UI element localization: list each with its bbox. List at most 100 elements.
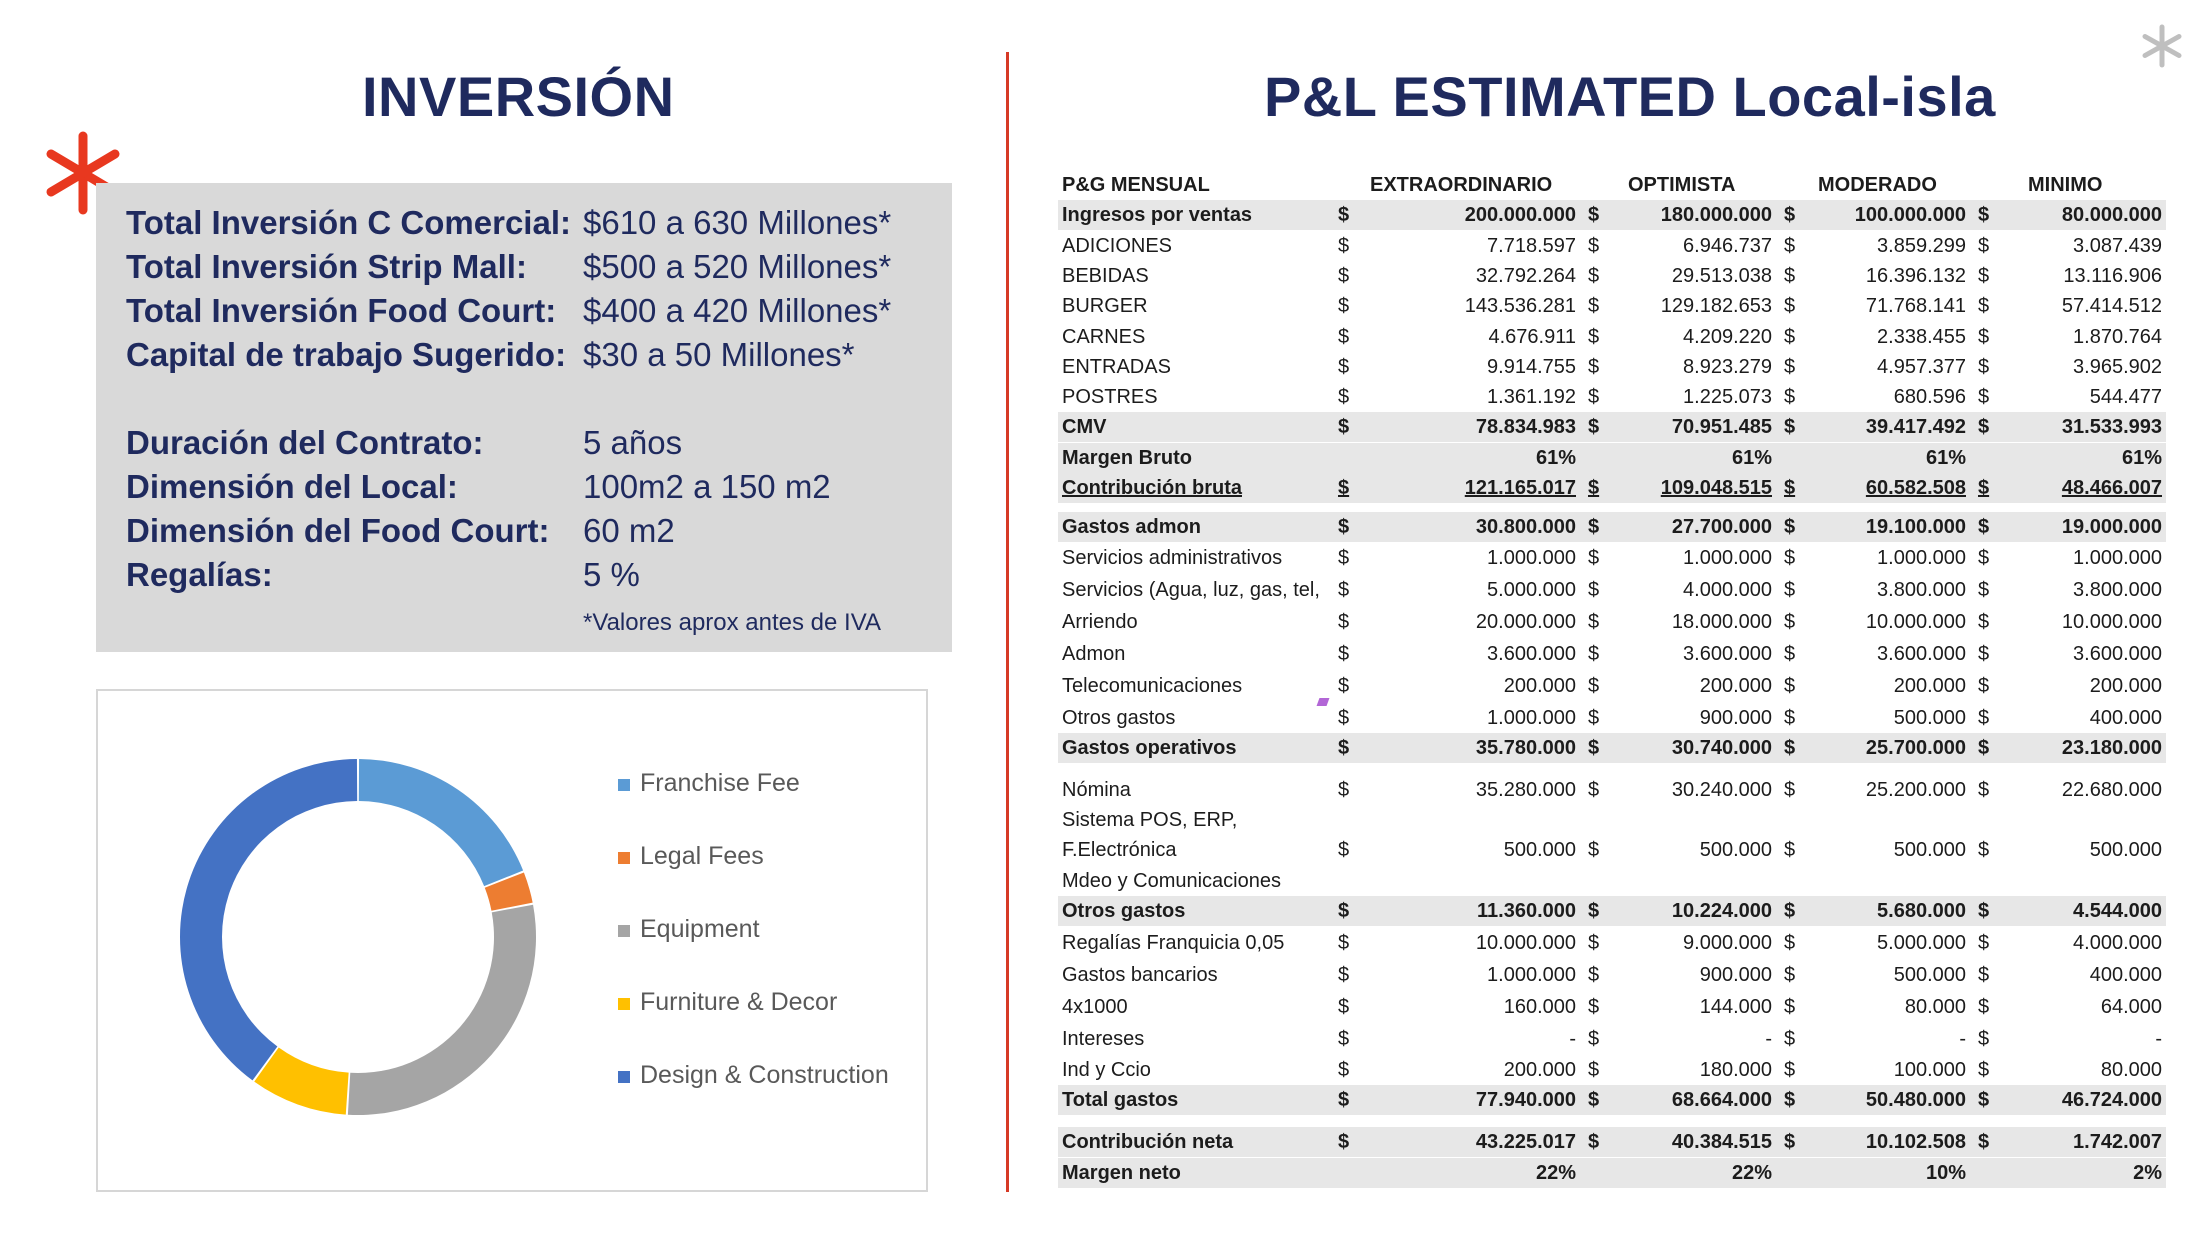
pl-currency-sign: $ bbox=[1978, 643, 1990, 665]
pl-currency-sign: $ bbox=[1978, 547, 1990, 569]
pl-value-cell: - bbox=[1765, 1028, 1772, 1050]
pl-currency-sign: $ bbox=[1338, 737, 1350, 759]
pl-currency-sign: $ bbox=[1784, 996, 1796, 1018]
pl-value-cell: 22.680.000 bbox=[2061, 779, 2162, 801]
pl-value-cell: 70.951.485 bbox=[1671, 416, 1772, 438]
pl-value-cell: 5.000.000 bbox=[1877, 932, 1966, 954]
pl-value-cell: 143.536.281 bbox=[1464, 295, 1576, 317]
pl-value-cell: 6.946.737 bbox=[1683, 235, 1772, 257]
pl-currency-sign: $ bbox=[1338, 900, 1350, 922]
pl-currency-sign: $ bbox=[1978, 326, 1990, 348]
pl-value-cell: 78.834.983 bbox=[1475, 416, 1576, 438]
pl-value-cell: 3.859.299 bbox=[1877, 235, 1966, 257]
pl-header-row: P&G MENSUAL EXTRAORDINARIO OPTIMISTA MODERA… bbox=[1058, 170, 2166, 200]
pl-value-cell: 200.000.000 bbox=[1464, 204, 1576, 226]
pl-currency-sign: $ bbox=[1978, 964, 1990, 986]
pl-value-cell: 77.940.000 bbox=[1475, 1089, 1576, 1111]
pl-row-label: Arriendo bbox=[1062, 611, 1138, 633]
pl-value-cell: 129.182.653 bbox=[1660, 295, 1772, 317]
pl-value-cell: 30.800.000 bbox=[1475, 516, 1576, 538]
pl-row-label: Intereses bbox=[1062, 1028, 1145, 1050]
pl-row-label: ENTRADAS bbox=[1062, 356, 1171, 378]
pl-value-cell: 61% bbox=[1731, 447, 1772, 469]
pl-row: 4x1000 $160.000 $144.000 $80.000 $64.000 bbox=[1058, 992, 2166, 1022]
pl-currency-sign: $ bbox=[1978, 779, 1990, 801]
investment-label: Capital de trabajo Sugerido: bbox=[126, 336, 567, 373]
pl-value-cell: 3.965.902 bbox=[2073, 356, 2162, 378]
pl-currency-sign: $ bbox=[1784, 964, 1796, 986]
pl-value-cell: 68.664.000 bbox=[1671, 1089, 1772, 1111]
pl-value-cell: 1.000.000 bbox=[1877, 547, 1966, 569]
pl-row: Telecomunicaciones $200.000 $200.000 $200.0… bbox=[1058, 671, 2166, 701]
pl-value-cell: 100.000 bbox=[1893, 1059, 1966, 1081]
pl-value-cell: 80.000.000 bbox=[2061, 204, 2162, 226]
pl-value-cell: 200.000 bbox=[1699, 675, 1772, 697]
legend-swatch bbox=[618, 779, 630, 791]
pl-value-cell: 10.000.000 bbox=[2061, 611, 2162, 633]
pl-currency-sign: $ bbox=[1338, 235, 1350, 257]
pl-value-cell: 200.000 bbox=[1503, 675, 1576, 697]
pl-currency-sign: $ bbox=[1338, 326, 1350, 348]
pl-row: ADICIONES $7.718.597 $6.946.737 $3.859.299 $… bbox=[1058, 231, 2166, 261]
pl-value-cell: 3.600.000 bbox=[1683, 643, 1772, 665]
pl-value-cell: 1.000.000 bbox=[1487, 964, 1576, 986]
pl-row-label: 4x1000 bbox=[1062, 996, 1128, 1018]
pl-row: CMV $78.834.983 $70.951.485 $39.417.492 $31.… bbox=[1058, 412, 2166, 442]
pl-row-label: Otros gastos bbox=[1062, 707, 1176, 729]
pl-value-cell: 4.957.377 bbox=[1877, 356, 1966, 378]
pl-value-cell: 180.000 bbox=[1699, 1059, 1772, 1081]
pl-row-label: Total gastos bbox=[1062, 1089, 1179, 1111]
pl-value-cell: 30.740.000 bbox=[1671, 737, 1772, 759]
pl-currency-sign: $ bbox=[1784, 386, 1796, 408]
pl-currency-sign: $ bbox=[1784, 839, 1796, 861]
pl-value-cell: 3.800.000 bbox=[2073, 579, 2162, 601]
pl-value-cell: 80.000 bbox=[2100, 1059, 2162, 1081]
pl-row: ENTRADAS $9.914.755 $8.923.279 $4.957.377 $3… bbox=[1058, 352, 2166, 382]
pl-currency-sign: $ bbox=[1338, 643, 1350, 665]
pl-value-cell: 10% bbox=[1925, 1162, 1966, 1184]
pl-currency-sign: $ bbox=[1338, 1089, 1350, 1111]
pl-row: Margen Bruto 61% 61% 61% 61% bbox=[1058, 443, 2166, 473]
pl-currency-sign: $ bbox=[1978, 516, 1990, 538]
pl-value-cell: 46.724.000 bbox=[2061, 1089, 2162, 1111]
investment-label: Dimensión del Food Court: bbox=[126, 512, 550, 549]
pl-row: Otros gastos $11.360.000 $10.224.000 $5.680… bbox=[1058, 896, 2166, 926]
pl-value-cell: 20.000.000 bbox=[1475, 611, 1576, 633]
pl-row: CARNES $4.676.911 $4.209.220 $2.338.455 $1.8… bbox=[1058, 322, 2166, 352]
investment-label: Regalías: bbox=[126, 556, 273, 593]
pl-currency-sign: $ bbox=[1338, 707, 1350, 729]
pl-value-cell: 400.000 bbox=[2089, 964, 2162, 986]
pl-currency-sign: $ bbox=[1588, 235, 1600, 257]
pl-currency-sign: $ bbox=[1338, 295, 1350, 317]
pl-value-cell: 400.000 bbox=[2089, 707, 2162, 729]
pl-currency-sign: $ bbox=[1338, 964, 1350, 986]
vertical-divider bbox=[1006, 52, 1009, 1192]
pl-value-cell: 100.000.000 bbox=[1854, 204, 1966, 226]
pl-value-cell: 1.742.007 bbox=[2073, 1131, 2162, 1153]
pl-currency-sign: $ bbox=[1784, 547, 1796, 569]
investment-label: Dimensión del Local: bbox=[126, 468, 458, 505]
pl-row-label: Contribución neta bbox=[1062, 1131, 1234, 1153]
pl-value-cell: 200.000 bbox=[2089, 675, 2162, 697]
pl-currency-sign: $ bbox=[1338, 1131, 1350, 1153]
legend-label: Franchise Fee bbox=[640, 769, 800, 797]
pl-currency-sign: $ bbox=[1338, 1028, 1350, 1050]
pl-value-cell: 10.000.000 bbox=[1475, 932, 1576, 954]
pl-currency-sign: $ bbox=[1338, 356, 1350, 378]
pl-value-cell: 71.768.141 bbox=[1865, 295, 1966, 317]
pl-value-cell: 900.000 bbox=[1699, 707, 1772, 729]
pl-row: Ingresos por ventas $200.000.000 $180.000.… bbox=[1058, 200, 2166, 230]
pl-header-cell: OPTIMISTA bbox=[1628, 174, 1736, 196]
pl-value-cell: 18.000.000 bbox=[1671, 611, 1772, 633]
pl-value-cell: 35.280.000 bbox=[1475, 779, 1576, 801]
legend-label: Design & Construction bbox=[640, 1061, 889, 1089]
pl-value-cell: 121.165.017 bbox=[1464, 477, 1576, 499]
pl-currency-sign: $ bbox=[1978, 1059, 1990, 1081]
pl-currency-sign: $ bbox=[1588, 1028, 1600, 1050]
legend-swatch bbox=[618, 998, 630, 1010]
pl-currency-sign: $ bbox=[1588, 356, 1600, 378]
legend-swatch bbox=[618, 852, 630, 864]
pl-value-cell: 13.116.906 bbox=[2063, 265, 2162, 287]
donut-slice-legal-fees bbox=[484, 872, 533, 911]
pl-row: Nómina $35.280.000 $30.240.000 $25.200.000 $… bbox=[1058, 775, 2166, 805]
